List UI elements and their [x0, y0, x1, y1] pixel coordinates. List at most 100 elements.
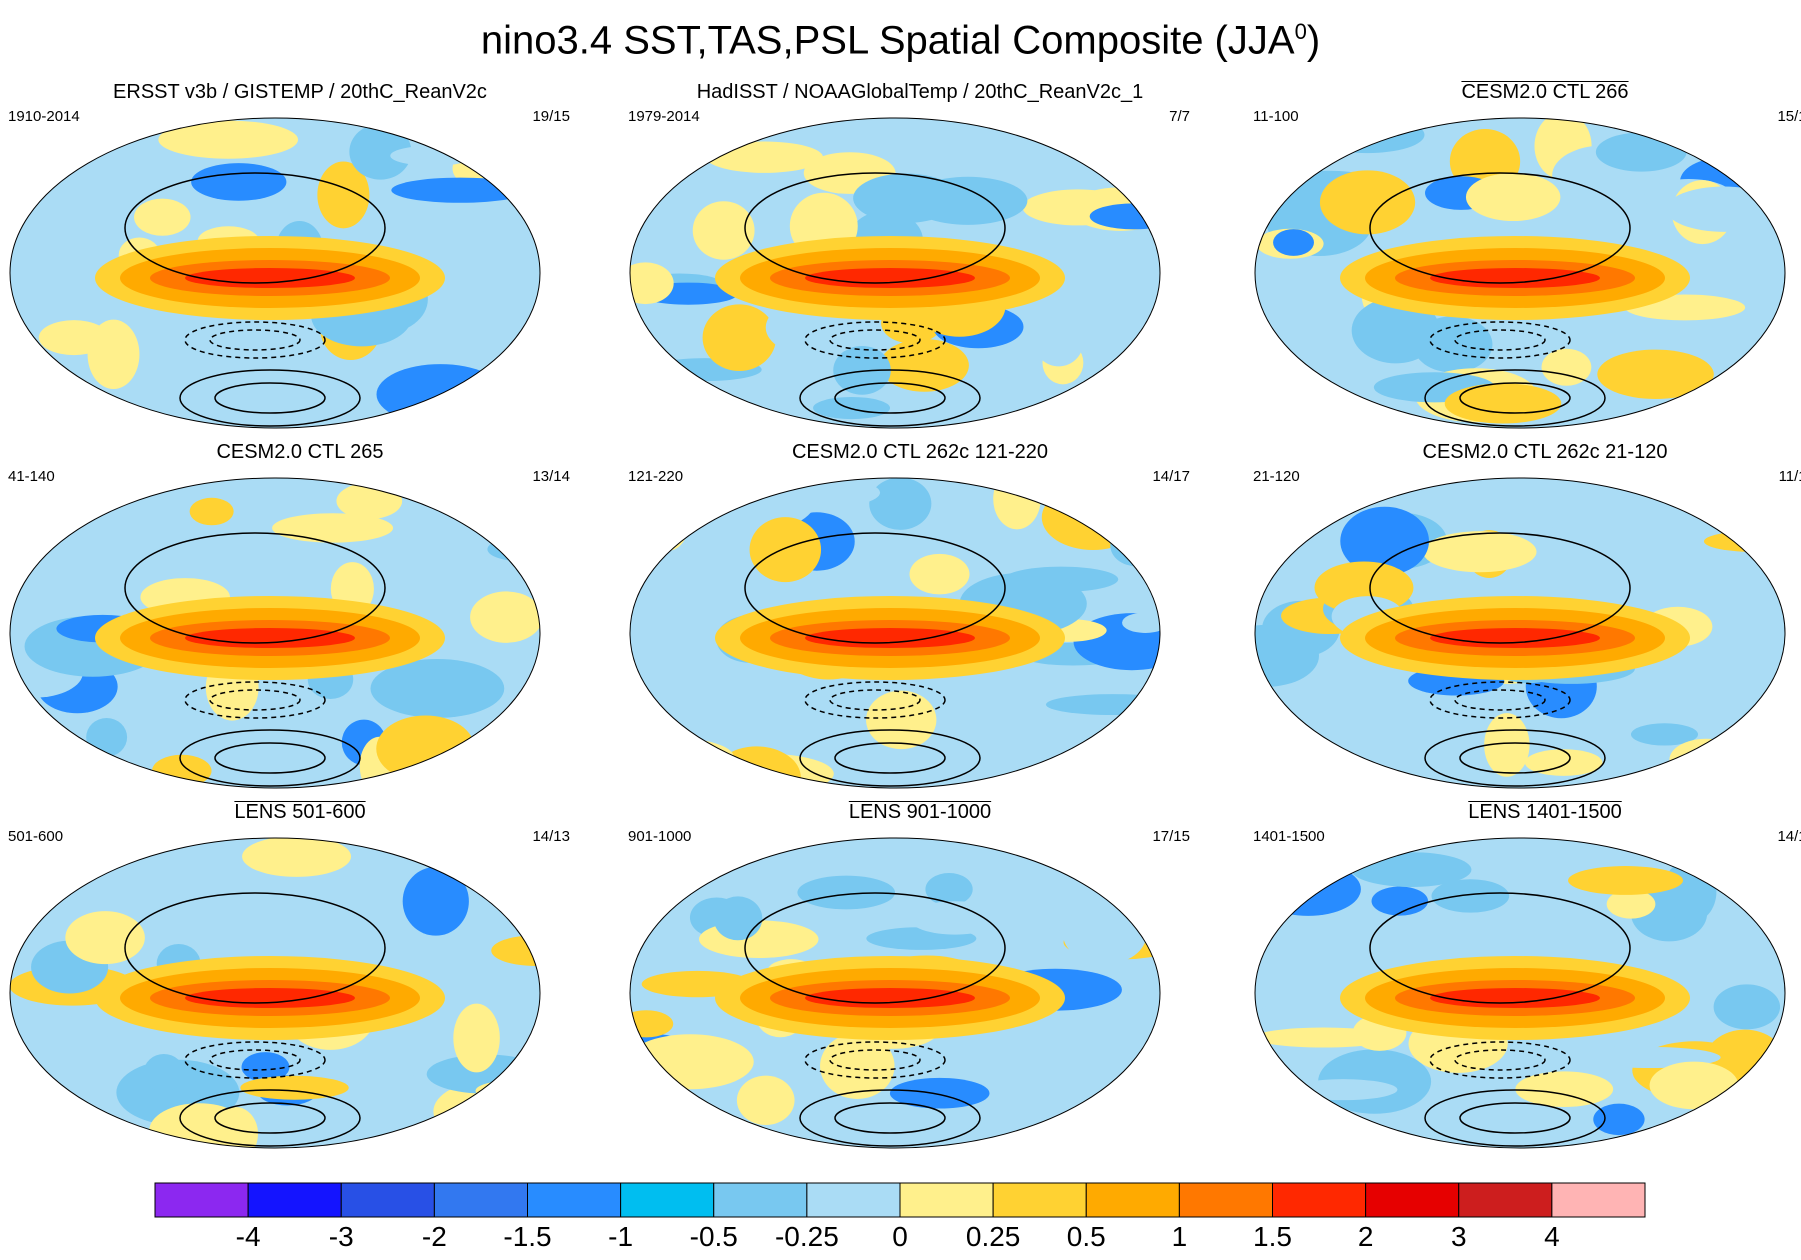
anomaly-patch [630, 1010, 674, 1038]
map-panel: HadISST / NOAAGlobalTemp / 20thC_ReanV2c… [620, 78, 1220, 438]
psl-contour [124, 892, 386, 1004]
colorbar-tick-label: -1 [608, 1221, 633, 1252]
anomaly-patch [1595, 132, 1687, 172]
anomaly-patch [241, 1052, 290, 1083]
anomaly-patch [1351, 297, 1440, 364]
panel-years: 41-140 [8, 468, 55, 485]
anomaly-patch [470, 198, 540, 238]
anomaly-patch [869, 478, 932, 530]
panel-count: 14/17 [1152, 468, 1190, 485]
map-border [1254, 837, 1786, 1149]
anomaly-patch [1515, 1071, 1614, 1107]
psl-contour [1424, 729, 1606, 787]
anomaly-patch [176, 724, 308, 758]
anomaly-patch [470, 591, 540, 643]
anomaly-patch [1288, 1079, 1398, 1101]
enso-warm-tongue [805, 628, 975, 648]
enso-warm-tongue [185, 988, 355, 1008]
map-panel: CESM2.0 CTL 262c 121-220 121-220 14/17 [620, 438, 1220, 798]
anomaly-patch [12, 1013, 91, 1060]
anomaly-patch [1662, 860, 1717, 924]
anomaly-patch [158, 120, 299, 159]
colorbar-tick-label: 1.5 [1253, 1221, 1292, 1252]
anomaly-patch [1431, 879, 1510, 913]
enso-warm-tongue [1430, 988, 1600, 1008]
psl-contour [744, 532, 1006, 644]
panel-title: LENS 1401-1500 [1245, 800, 1801, 824]
colorbar-tick-label: -3 [329, 1221, 354, 1252]
anomaly-patch [749, 517, 822, 583]
anomaly-patch [1422, 531, 1537, 573]
psl-contour [804, 1041, 946, 1079]
enso-warm-tongue [185, 268, 355, 288]
anomaly-patch [1593, 1103, 1645, 1136]
map-plot [629, 837, 1161, 1149]
colorbar-swatch [620, 1182, 715, 1218]
map-plot [9, 837, 541, 1149]
anomaly-patch [149, 1103, 249, 1148]
panel-count: 14/10 [1777, 828, 1801, 845]
map-plot [9, 117, 541, 429]
colorbar-tick-label: -0.25 [775, 1221, 839, 1252]
psl-contour [179, 1089, 361, 1147]
colorbar-tick-label: 4 [1544, 1221, 1560, 1252]
anomaly-patch [1041, 484, 1145, 550]
figure-title-text: nino3.4 SST,TAS,PSL Spatial Composite (J… [480, 18, 1295, 63]
colorbar-swatch [340, 1182, 435, 1218]
anomaly-patch [191, 163, 287, 201]
psl-contour [804, 681, 946, 719]
psl-contour [834, 742, 946, 774]
psl-contour [1429, 1041, 1571, 1079]
colorbar-swatch [1458, 1182, 1553, 1218]
anomaly-patch [310, 1066, 425, 1109]
anomaly-patch [889, 1077, 990, 1109]
psl-contour [209, 689, 301, 711]
panel-title-text: ERSST v3b / GISTEMP / 20thC_ReanV2c [113, 81, 487, 103]
anomaly-patch [1089, 203, 1160, 230]
map-plot [1254, 477, 1786, 789]
psl-contour [834, 382, 946, 414]
anomaly-patch [736, 1075, 795, 1125]
map-plot [9, 477, 541, 789]
panel-years: 21-120 [1253, 468, 1300, 485]
anomaly-patch [1630, 723, 1699, 746]
psl-contour [124, 172, 386, 284]
panel-title: CESM2.0 CTL 265 [0, 440, 600, 464]
anomaly-patch [1255, 624, 1319, 687]
psl-contour [1429, 681, 1571, 719]
panel-count: 13/14 [532, 468, 570, 485]
colorbar-swatch [247, 1182, 342, 1218]
colorbar-swatch [899, 1182, 994, 1218]
psl-contour [1459, 382, 1571, 414]
colorbar-tick-label: -0.5 [690, 1221, 738, 1252]
colorbar-tick-label: 0.5 [1067, 1221, 1106, 1252]
panel-title: CESM2.0 CTL 262c 21-120 [1245, 440, 1801, 464]
map-plot [1254, 837, 1786, 1149]
anomaly-patch [1706, 125, 1785, 154]
anomaly-patch [909, 553, 970, 595]
anomaly-patch [1568, 866, 1684, 895]
anomaly-patch [925, 872, 973, 906]
figure-title-superscript: 0 [1294, 19, 1307, 44]
anomaly-patch [240, 1075, 349, 1100]
anomaly-patch [370, 658, 505, 718]
psl-contour [804, 321, 946, 359]
panel-years: 901-1000 [628, 828, 692, 845]
anomaly-patch [10, 380, 81, 428]
colorbar-tick-label: 0 [892, 1221, 908, 1252]
anomaly-patch [1541, 348, 1592, 386]
anomaly-patch [86, 718, 128, 757]
panel-count: 19/15 [532, 108, 570, 125]
panel-title: LENS 901-1000 [620, 800, 1220, 824]
psl-contour [209, 1049, 301, 1071]
colorbar-tick-label: 3 [1451, 1221, 1467, 1252]
map-panel: CESM2.0 CTL 265 41-140 13/14 [0, 438, 600, 798]
panel-years: 1910-2014 [8, 108, 80, 125]
colorbar-tick-label: 2 [1358, 1221, 1374, 1252]
psl-contour [829, 689, 921, 711]
psl-contour [799, 729, 981, 787]
panel-title: LENS 501-600 [0, 800, 600, 824]
anomaly-patch [134, 198, 191, 236]
anomaly-patch [1484, 713, 1530, 777]
anomaly-patch [87, 319, 140, 390]
